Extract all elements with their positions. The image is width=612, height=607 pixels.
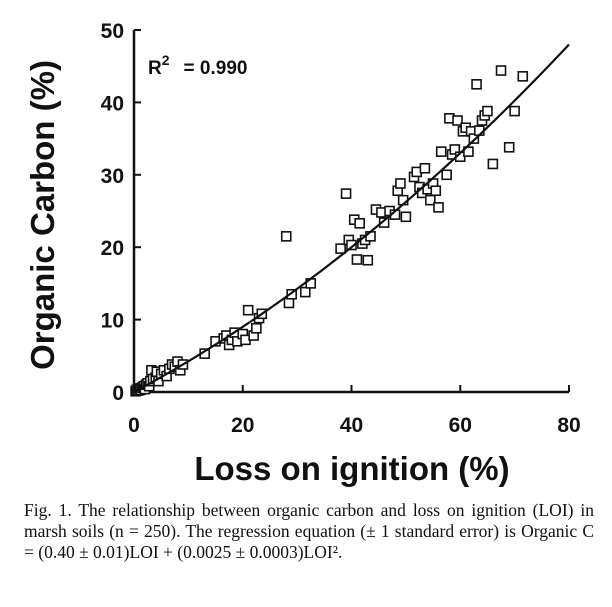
data-point	[419, 162, 431, 174]
x-tick-label: 0	[128, 414, 140, 437]
data-point	[400, 211, 412, 223]
x-tick-label: 80	[557, 414, 580, 437]
data-point	[433, 202, 444, 213]
data-point	[354, 218, 365, 229]
x-tick-label: 40	[340, 414, 363, 437]
scatter-chart: 0 20 40 60 80 0 10 20 30 40 50 R2 = 0.990 Loss on …	[24, 20, 581, 487]
data-point	[471, 79, 482, 90]
data-point	[340, 188, 352, 199]
regression-curve	[133, 43, 570, 393]
y-tick-label: 0	[112, 382, 124, 405]
data-point	[482, 105, 493, 117]
r-squared-superscript: 2	[162, 52, 170, 68]
data-point	[335, 243, 346, 254]
data-point	[452, 115, 463, 126]
data-point	[468, 133, 480, 144]
data-point	[283, 297, 295, 309]
data-point	[463, 146, 474, 157]
data-point	[378, 217, 390, 228]
data-point	[299, 286, 311, 298]
y-tick-label: 20	[101, 237, 124, 260]
caption-label: Fig. 1.	[24, 500, 72, 520]
data-point	[242, 304, 254, 316]
data-point	[517, 71, 529, 82]
data-point	[346, 239, 357, 251]
data-point	[286, 288, 297, 300]
y-tick-label: 30	[101, 165, 124, 188]
data-point	[435, 146, 447, 157]
figure-caption: Fig. 1. The relationship between organic…	[24, 500, 594, 563]
data-point	[441, 169, 452, 181]
data-point	[362, 254, 374, 266]
x-axis-ticks: 0 20 40 60 80	[128, 385, 581, 437]
r-squared-symbol: R	[148, 58, 162, 79]
y-axis-ticks: 0 10 20 30 40 50	[101, 20, 141, 405]
data-point	[503, 141, 515, 153]
y-tick-label: 50	[101, 20, 124, 43]
data-point	[495, 65, 507, 76]
data-point	[280, 231, 292, 242]
y-tick-label: 10	[101, 310, 124, 333]
x-tick-label: 20	[231, 414, 254, 437]
data-point	[251, 322, 262, 334]
y-tick-label: 40	[101, 92, 124, 115]
x-axis-title: Loss on ignition (%)	[194, 450, 509, 487]
data-point	[509, 105, 520, 117]
x-tick-label: 60	[449, 414, 472, 437]
r-squared-value: = 0.990	[184, 58, 248, 79]
y-axis-title: Organic Carbon (%)	[24, 60, 61, 370]
data-point	[425, 194, 436, 206]
data-point	[449, 144, 461, 155]
data-points	[130, 65, 529, 397]
axes	[132, 30, 569, 394]
caption-text: The relationship between organic carbon …	[24, 500, 594, 562]
data-point	[351, 254, 363, 265]
r-squared-annotation: R2 = 0.990	[148, 52, 247, 79]
data-point	[487, 158, 499, 170]
data-point	[430, 185, 442, 197]
data-point	[395, 178, 406, 189]
